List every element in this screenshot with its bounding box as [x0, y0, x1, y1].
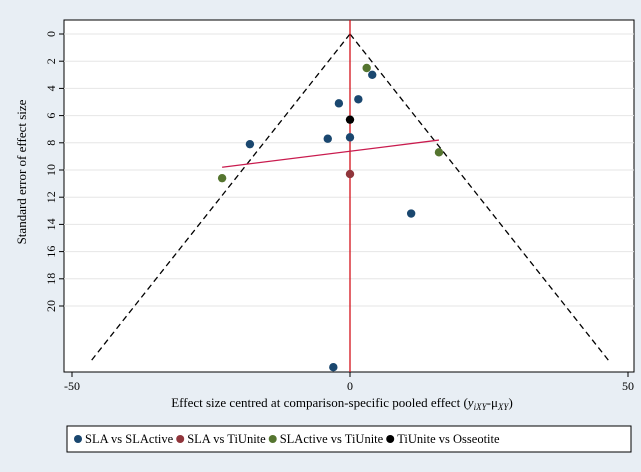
x-tick-label--50: -50	[64, 379, 80, 393]
legend-label-0: SLA vs SLActive	[85, 432, 174, 446]
y-tick-label-14: 14	[44, 218, 58, 230]
point-series-0-4	[323, 134, 332, 143]
y-tick-label-10: 10	[44, 164, 58, 176]
x-tick-label-0: 0	[347, 379, 353, 393]
legend-marker-0	[74, 435, 82, 443]
data-points	[217, 63, 444, 372]
x-axis-ticks: -50 0 50	[64, 372, 634, 393]
x-axis-title-minus: -	[487, 395, 491, 410]
x-axis-title: Effect size centred at comparison-specif…	[171, 395, 513, 412]
legend-label-2: SLActive vs TiUnite	[280, 432, 384, 446]
point-series-0-6	[406, 209, 416, 218]
point-series-0-2	[334, 99, 344, 108]
y-tick-label-16: 16	[44, 246, 58, 258]
y-axis-ticks: 0 2 4 6 8 10 12 14 16 18 20	[44, 31, 64, 312]
plot-area	[63, 19, 635, 373]
y-tick-label-2: 2	[44, 58, 58, 64]
y-tick-label-4: 4	[44, 85, 58, 91]
point-series-1-0	[345, 169, 355, 179]
point-series-2-2	[217, 173, 227, 183]
legend-box	[66, 425, 632, 453]
legend-label-3: TiUnite vs Osseotite	[397, 432, 500, 446]
point-series-2-0	[362, 63, 371, 73]
y-tick-label-0: 0	[44, 31, 58, 37]
y-tick-label-20: 20	[44, 300, 58, 312]
x-axis-title-open: (	[463, 395, 467, 410]
x-axis-title-y-sub: iXY	[474, 402, 488, 412]
x-axis-title-mu: μ	[491, 395, 498, 410]
y-tick-label-18: 18	[44, 273, 58, 285]
point-series-0-7	[329, 363, 338, 372]
x-axis-title-mu-sub: XY	[497, 402, 509, 412]
legend-marker-1	[176, 435, 185, 443]
y-tick-label-8: 8	[44, 140, 58, 146]
x-axis-title-text: Effect size centred at comparison-specif…	[171, 395, 460, 410]
y-tick-label-12: 12	[44, 191, 58, 203]
legend-marker-3	[386, 435, 395, 443]
point-series-3-0	[345, 115, 355, 124]
y-tick-label-6: 6	[44, 113, 58, 119]
grid-lines	[64, 33, 634, 307]
point-series-0-3	[345, 133, 355, 142]
point-series-0-1	[354, 95, 363, 104]
y-axis-title: Standard error of effect size	[14, 99, 29, 244]
x-axis-title-y: y	[466, 395, 474, 410]
x-axis-title-close: )	[508, 395, 512, 410]
regression-line-segment	[222, 139, 440, 168]
legend-marker-2	[268, 435, 277, 443]
legend-label-1: SLA vs TiUnite	[187, 432, 266, 446]
regression-line	[222, 139, 440, 168]
x-tick-label-50: 50	[622, 379, 634, 393]
legend: SLA vs SLActive SLA vs TiUnite SLActive vs…	[74, 432, 500, 446]
point-series-2-1	[434, 148, 444, 157]
point-series-0-0	[368, 70, 377, 80]
point-series-0-5	[245, 139, 255, 149]
